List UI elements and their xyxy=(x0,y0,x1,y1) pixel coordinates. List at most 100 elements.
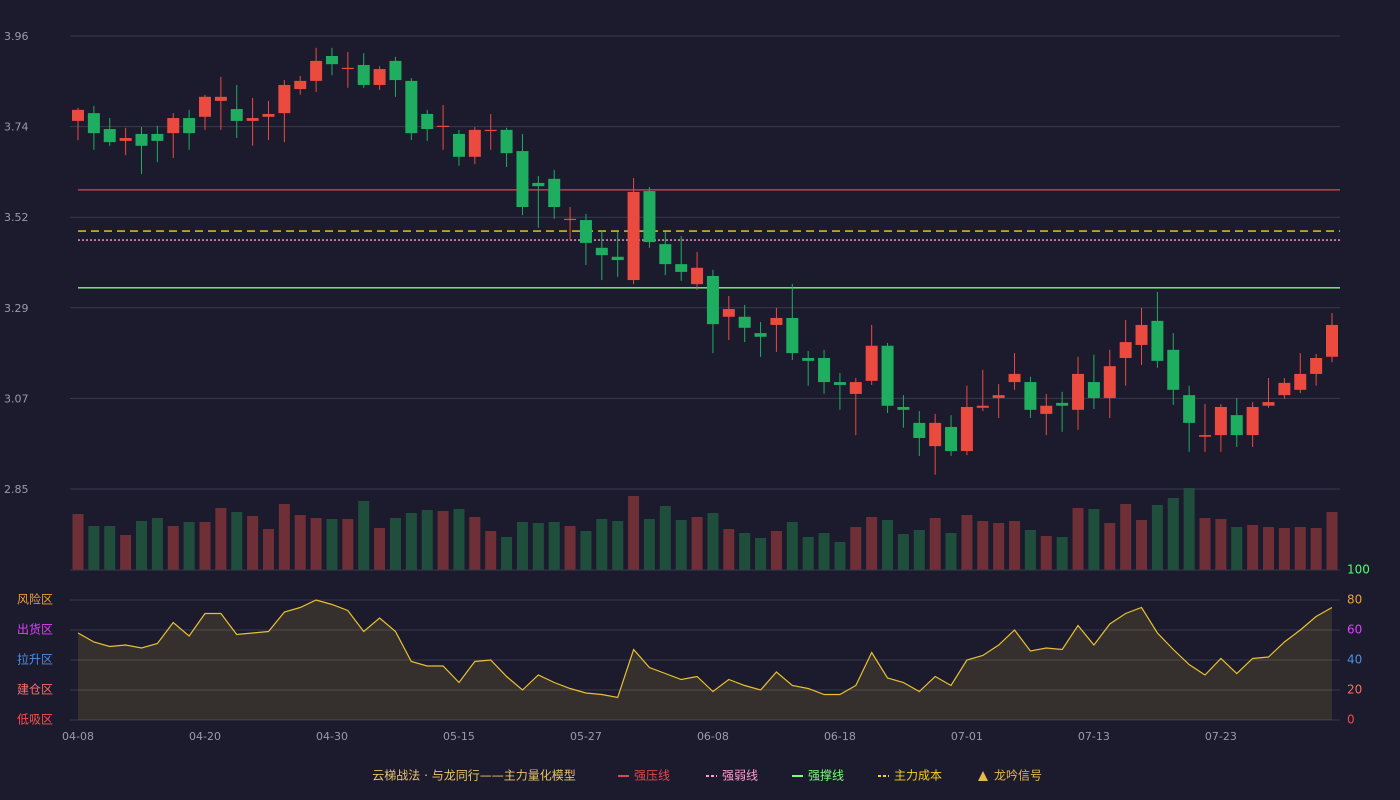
candle-body xyxy=(198,96,211,117)
volume-bar xyxy=(628,496,640,570)
candle-body xyxy=(103,129,116,143)
y-tick-label: 3.96 xyxy=(4,30,29,43)
volume-bar xyxy=(294,515,306,570)
volume-bar xyxy=(1167,498,1179,570)
candle-body xyxy=(262,113,275,117)
volume-bar xyxy=(151,518,163,570)
candle-body xyxy=(627,191,640,281)
volume-bar xyxy=(1024,530,1036,570)
volume-bar xyxy=(1294,527,1306,570)
volume-bar xyxy=(707,513,719,570)
volume-bar xyxy=(374,528,386,570)
candle-body xyxy=(1056,402,1069,406)
volume-bar xyxy=(421,510,433,570)
volume-bar xyxy=(834,542,846,570)
x-tick-label: 05-27 xyxy=(570,730,602,743)
candle-body xyxy=(1151,320,1164,361)
volume-bar xyxy=(961,515,973,570)
candle-body xyxy=(119,138,132,141)
candle-body xyxy=(611,256,624,261)
volume-bar xyxy=(469,517,481,570)
candle-body xyxy=(294,80,307,90)
candle-body xyxy=(992,395,1005,398)
volume-bar xyxy=(1104,523,1116,570)
x-tick-label: 04-30 xyxy=(316,730,348,743)
volume-bar xyxy=(405,513,417,570)
volume-bar xyxy=(485,531,497,570)
y-tick-label: 3.29 xyxy=(4,302,29,315)
legend-label: 强撑线 xyxy=(808,768,844,783)
candle-body xyxy=(675,264,688,272)
volume-bar xyxy=(231,512,243,570)
volume-bar xyxy=(723,529,735,570)
candle-body xyxy=(532,182,545,187)
candle-body xyxy=(151,133,164,141)
x-tick-label: 06-18 xyxy=(824,730,856,743)
candle-body xyxy=(754,333,767,337)
candle-body xyxy=(564,218,577,221)
volume-bar xyxy=(977,521,989,570)
candle-body xyxy=(421,113,434,130)
candle-body xyxy=(437,125,450,128)
volume-bar xyxy=(659,506,671,570)
legend-label: 强压线 xyxy=(634,769,670,783)
candle-body xyxy=(706,275,719,325)
volume-bar xyxy=(1151,505,1163,570)
candle-body xyxy=(770,318,783,325)
candle-body xyxy=(1326,324,1338,357)
volume-bar xyxy=(437,511,449,570)
zone-label: 风险区 xyxy=(17,592,53,607)
volume-bar xyxy=(1072,508,1084,570)
candle-body xyxy=(183,118,196,134)
candle-body xyxy=(849,382,862,394)
candle-body xyxy=(548,178,561,207)
volume-bar xyxy=(945,533,957,570)
volume-bar xyxy=(1231,527,1243,570)
volume-bar xyxy=(183,522,195,570)
candle-body xyxy=(373,69,386,85)
y-tick-label: 2.85 xyxy=(4,483,29,496)
zone-label: 低吸区 xyxy=(17,713,53,727)
y-tick-label: 3.74 xyxy=(4,121,29,134)
candle-body xyxy=(310,60,323,81)
volume-bar xyxy=(548,522,560,570)
zone-label: 出货区 xyxy=(17,622,53,637)
candle-body xyxy=(1183,395,1196,423)
candle-body xyxy=(976,405,989,408)
volume-bar xyxy=(897,534,909,570)
volume-bar xyxy=(1326,512,1338,570)
candle-body xyxy=(341,67,354,70)
x-tick-label: 05-15 xyxy=(443,730,475,743)
candle-body xyxy=(960,406,973,452)
x-tick-label: 07-13 xyxy=(1078,730,1110,743)
volume-bar xyxy=(755,538,767,570)
candle-body xyxy=(897,406,910,410)
legend-swatch xyxy=(978,771,988,781)
candle-body xyxy=(230,109,243,121)
candle-body xyxy=(643,191,656,243)
candle-body xyxy=(468,129,481,157)
volume-bar xyxy=(72,514,84,570)
volume-bar xyxy=(786,522,798,570)
candle-body xyxy=(579,220,592,243)
osc-tick-label: 60 xyxy=(1347,623,1362,637)
volume-bar xyxy=(1199,518,1211,570)
candle-body xyxy=(1119,342,1132,358)
volume-bar xyxy=(675,520,687,570)
candle-body xyxy=(357,64,370,85)
candle-body xyxy=(135,133,148,146)
volume-bar xyxy=(739,533,751,570)
candle-body xyxy=(1040,405,1053,414)
volume-bar xyxy=(501,537,513,570)
legend-label: 强弱线 xyxy=(722,769,758,783)
legend-title: 云梯战法 · 与龙同行——主力量化模型 xyxy=(372,769,575,783)
volume-bar xyxy=(135,521,147,570)
candle-body xyxy=(1230,415,1243,436)
candle-body xyxy=(1087,382,1100,398)
volume-bar xyxy=(929,518,941,570)
volume-bar xyxy=(596,519,608,570)
candle-body xyxy=(1008,373,1021,383)
candle-body xyxy=(1024,382,1037,410)
candle-body xyxy=(1199,435,1212,437)
